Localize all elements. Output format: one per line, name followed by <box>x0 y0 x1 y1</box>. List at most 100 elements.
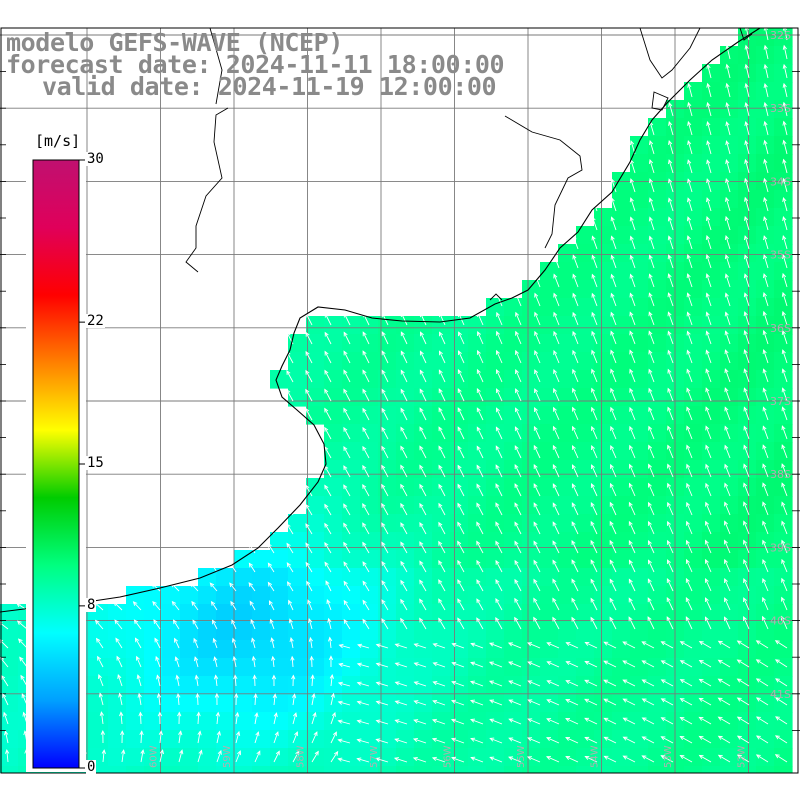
wind-cell <box>774 406 793 425</box>
wind-arrow <box>572 330 579 345</box>
wind-cell <box>90 712 109 731</box>
wind-arrow <box>375 681 389 687</box>
wind-arrow <box>400 617 408 630</box>
wind-arrow <box>648 273 655 288</box>
wind-arrow <box>343 312 351 326</box>
wind-arrow <box>305 369 313 383</box>
wind-arrow <box>495 559 503 573</box>
wind-cell <box>558 694 577 713</box>
wind-cell <box>324 622 343 641</box>
wind-arrow <box>667 406 674 421</box>
wind-cell <box>612 622 631 641</box>
wind-cell <box>774 640 793 659</box>
wind-arrow <box>114 619 123 630</box>
wind-arrow <box>755 754 769 763</box>
wind-cell <box>576 586 595 605</box>
wind-arrow <box>668 139 674 155</box>
wind-cell <box>558 514 577 533</box>
wind-arrow <box>552 425 560 440</box>
border-lines <box>185 27 753 301</box>
wind-arrow <box>724 501 731 516</box>
wind-cell <box>576 478 595 497</box>
wind-cell <box>702 532 721 551</box>
wind-arrow <box>469 699 484 706</box>
wind-arrow <box>782 196 788 212</box>
wind-arrow <box>508 699 522 706</box>
wind-arrow <box>159 749 164 763</box>
wind-cell <box>396 514 415 533</box>
wind-cell <box>756 748 775 767</box>
wind-arrow <box>610 349 617 364</box>
wind-cell <box>540 658 559 677</box>
wind-cell <box>306 640 325 659</box>
wind-arrow <box>667 254 674 269</box>
wind-cell <box>630 190 649 209</box>
wind-cell <box>324 334 343 353</box>
wind-cell <box>576 712 595 731</box>
wind-cell <box>576 334 595 353</box>
wind-arrow <box>324 522 332 535</box>
wind-arrow <box>305 542 313 554</box>
wind-cell <box>576 388 595 407</box>
wind-speed-field <box>0 28 793 773</box>
wind-cell <box>630 766 649 773</box>
wind-arrow <box>743 311 750 326</box>
wind-cell <box>612 334 631 353</box>
wind-cell <box>576 694 595 713</box>
wind-cell <box>288 370 307 389</box>
wind-cell <box>360 370 379 389</box>
wind-cell <box>774 82 793 101</box>
wind-arrow <box>591 292 598 307</box>
lat-label: 32S <box>770 29 791 42</box>
wind-arrow <box>756 716 769 725</box>
wind-arrow <box>667 311 674 326</box>
wind-cell <box>432 334 451 353</box>
wind-cell <box>486 550 505 569</box>
wind-arrow <box>706 197 712 212</box>
wind-cell <box>288 352 307 371</box>
wind-cell <box>468 334 487 353</box>
wind-cell <box>90 658 109 677</box>
wind-cell <box>396 730 415 749</box>
wind-cell <box>702 190 721 209</box>
wind-cell <box>504 730 523 749</box>
wind-arrow <box>744 82 750 98</box>
wind-arrow <box>629 197 636 212</box>
wind-cell <box>756 730 775 749</box>
wind-cell <box>684 82 703 101</box>
wind-cell <box>324 514 343 533</box>
wind-arrow <box>248 562 256 573</box>
wind-arrow <box>743 597 750 611</box>
wind-cell <box>720 622 739 641</box>
wind-arrow <box>213 656 218 668</box>
wind-cell <box>486 352 505 371</box>
wind-cell <box>774 388 793 407</box>
wind-cell <box>468 676 487 695</box>
wind-arrow <box>273 712 278 725</box>
wind-arrow <box>394 662 408 668</box>
wind-cell <box>324 406 343 425</box>
wind-cell <box>684 766 703 773</box>
wind-cell <box>432 352 451 371</box>
wind-cell <box>234 586 253 605</box>
wind-cell <box>342 352 361 371</box>
wind-cell <box>756 712 775 731</box>
wind-arrow <box>743 520 750 535</box>
wind-cell <box>324 712 343 731</box>
wind-cell <box>738 262 757 281</box>
lon-label: 57W <box>369 745 380 768</box>
wind-arrow <box>724 254 731 269</box>
wind-arrow <box>628 482 636 497</box>
wind-arrow <box>717 735 731 744</box>
wind-cell <box>684 424 703 443</box>
wind-arrow <box>705 311 712 326</box>
wind-arrow <box>629 444 636 459</box>
wind-arrow <box>782 139 788 155</box>
wind-cell <box>126 712 145 731</box>
wind-cell <box>396 550 415 569</box>
wind-arrow <box>724 292 731 307</box>
wind-cell <box>450 766 469 773</box>
wind-arrow <box>324 369 332 383</box>
wind-arrow <box>571 597 579 611</box>
wind-cell <box>486 730 505 749</box>
